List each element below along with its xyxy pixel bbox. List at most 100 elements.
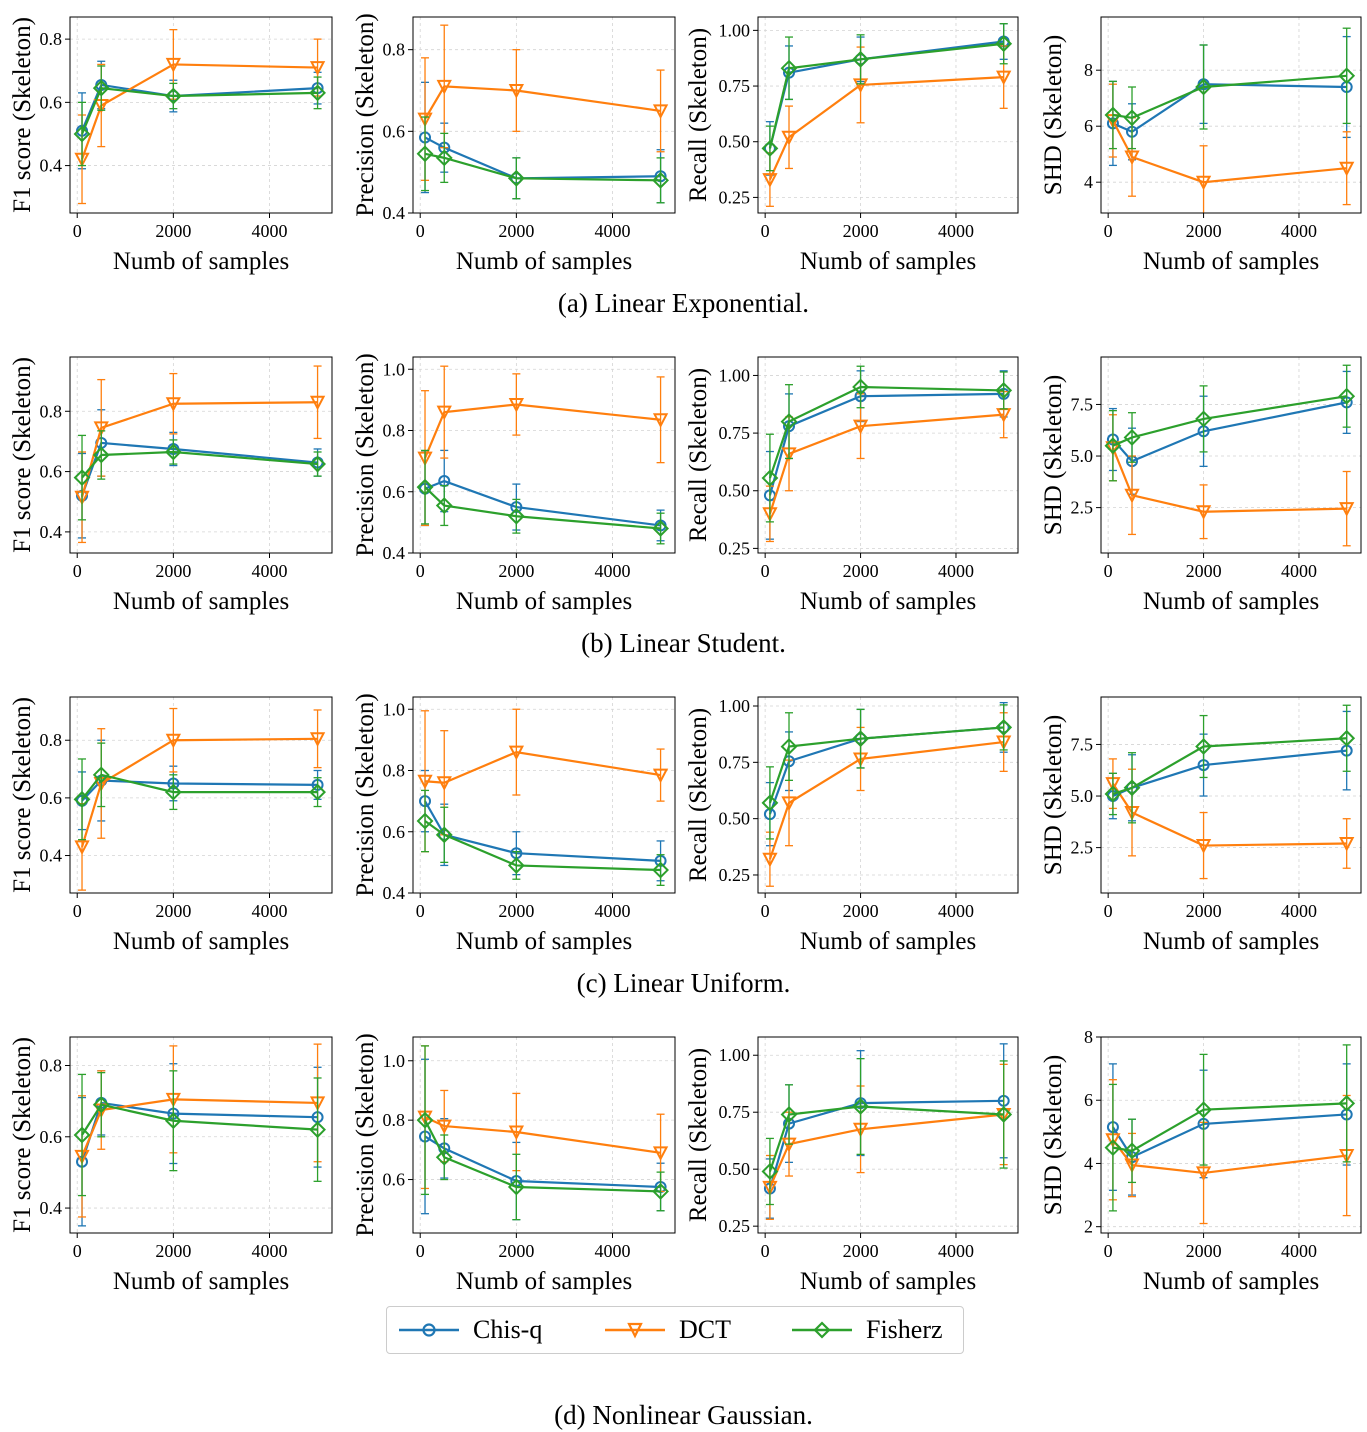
fisherz-point bbox=[1104, 437, 1122, 455]
y-axis-label: SHD (Skeleton) bbox=[1040, 35, 1067, 195]
fisherz-point bbox=[164, 87, 182, 105]
fisherz-series-line bbox=[1112, 737, 1347, 796]
y-tick-label: 1.0 bbox=[383, 359, 406, 379]
x-tick-label: 0 bbox=[1104, 561, 1113, 581]
y-tick-label: 2 bbox=[1084, 1217, 1093, 1237]
y-tick-label: 1.00 bbox=[719, 696, 751, 716]
fisherz-point bbox=[995, 718, 1013, 736]
dct-point bbox=[1124, 150, 1140, 166]
panel-data bbox=[1104, 1044, 1356, 1225]
dct-point bbox=[1339, 161, 1355, 177]
x-axis-label: Numb of samples bbox=[1143, 1268, 1319, 1295]
plot-frame bbox=[757, 1036, 1019, 1234]
x-tick-label: 0 bbox=[73, 1241, 82, 1261]
chis-q-series-line bbox=[1112, 749, 1347, 798]
dct-series-line bbox=[768, 740, 1004, 860]
fisherz-point bbox=[652, 861, 669, 879]
dct-point bbox=[762, 852, 778, 868]
y-tick-label: 0.6 bbox=[383, 822, 406, 842]
fisherz-point bbox=[309, 455, 326, 473]
x-axis-label: Numb of samples bbox=[113, 588, 289, 615]
legend-label: Fisherz bbox=[866, 1315, 943, 1344]
fisherz-point bbox=[507, 507, 525, 525]
y-tick-label: 7.5 bbox=[1071, 734, 1094, 754]
fisherz-point bbox=[435, 826, 453, 844]
fisherz-point bbox=[1123, 109, 1141, 127]
x-tick-label: 4000 bbox=[252, 561, 288, 581]
plot-frame bbox=[757, 696, 1019, 894]
x-tick-label: 2000 bbox=[155, 901, 191, 921]
dct-point bbox=[781, 796, 797, 812]
dct-point bbox=[417, 112, 433, 128]
chart-panel-2-2: 0 2000 4000 0.25 0.50 0.75 1.00 Numb of samples… bbox=[685, 696, 1019, 955]
fisherz-point bbox=[164, 1112, 182, 1130]
y-tick-label: 0.4 bbox=[40, 1198, 63, 1218]
x-tick-label: 0 bbox=[416, 221, 425, 241]
y-axis-label: F1 score (Skeleton) bbox=[9, 357, 36, 553]
y-tick-label: 7.5 bbox=[1071, 394, 1094, 414]
y-axis-label: SHD (Skeleton) bbox=[1040, 715, 1067, 875]
y-tick-label: 0.6 bbox=[40, 92, 63, 112]
x-axis-label: Numb of samples bbox=[800, 928, 976, 955]
chart-panel-2-1: 0 2000 4000 0.4 0.6 0.8 1.0 Numb of samples Prec… bbox=[352, 693, 676, 955]
dct-point bbox=[165, 397, 182, 412]
y-tick-label: 0.75 bbox=[719, 76, 751, 96]
chart-panel-1-3: 0 2000 4000 2.5 5.0 7.5 Numb of samples SHD (Sk… bbox=[1040, 356, 1362, 615]
x-tick-label: 0 bbox=[1104, 901, 1113, 921]
x-axis-label: Numb of samples bbox=[800, 248, 976, 275]
x-tick-label: 0 bbox=[73, 561, 82, 581]
x-tick-label: 4000 bbox=[1281, 561, 1317, 581]
fisherz-point bbox=[92, 446, 110, 464]
x-tick-label: 4000 bbox=[595, 221, 631, 241]
chart-panel-3-3: 0 2000 4000 2 4 6 8 Numb of samples SHD (Skeleto… bbox=[1040, 1027, 1362, 1295]
dct-point bbox=[93, 421, 109, 437]
fisherz-point bbox=[995, 382, 1013, 399]
plot-frame bbox=[412, 356, 676, 554]
x-tick-label: 4000 bbox=[1281, 1241, 1317, 1261]
dct-point bbox=[652, 104, 669, 120]
dct-series-line bbox=[424, 1116, 661, 1154]
dct-point bbox=[417, 774, 433, 790]
chart-panel-1-0: 0 2000 4000 0.4 0.6 0.8 Numb of samples F1 scor… bbox=[9, 356, 333, 615]
plot-frame bbox=[69, 16, 333, 214]
legend: Chis-q DCT Fisherz bbox=[386, 1306, 964, 1354]
y-tick-label: 0.50 bbox=[719, 1159, 751, 1179]
x-tick-label: 4000 bbox=[595, 561, 631, 581]
panel-data bbox=[73, 28, 326, 205]
chart-panel-2-0: 0 2000 4000 0.4 0.6 0.8 Numb of samples F1 scor… bbox=[9, 696, 333, 955]
x-axis-label: Numb of samples bbox=[456, 248, 632, 275]
dct-point bbox=[508, 745, 525, 761]
dct-series-line bbox=[80, 737, 318, 848]
fisherz-point bbox=[416, 812, 434, 830]
fisherz-point bbox=[92, 1096, 110, 1114]
x-tick-label: 4000 bbox=[938, 221, 974, 241]
fisherz-point bbox=[1104, 785, 1122, 803]
y-tick-label: 2.5 bbox=[1071, 498, 1094, 518]
x-axis-label: Numb of samples bbox=[1143, 248, 1319, 275]
legend-label: Chis-q bbox=[473, 1315, 543, 1344]
x-tick-label: 0 bbox=[73, 901, 82, 921]
y-tick-label: 1.00 bbox=[719, 365, 751, 385]
x-axis-label: Numb of samples bbox=[113, 1268, 289, 1295]
chart-panel-0-0: 0 2000 4000 0.4 0.6 0.8 Numb of samples F1 scor… bbox=[9, 16, 333, 275]
y-tick-label: 0.25 bbox=[719, 538, 751, 558]
dct-series-line bbox=[1112, 1139, 1347, 1175]
dct-series-line bbox=[768, 76, 1004, 181]
fisherz-point bbox=[1123, 429, 1141, 446]
dct-series-line bbox=[1111, 447, 1347, 513]
y-axis-label: F1 score (Skeleton) bbox=[9, 17, 36, 213]
y-tick-label: 0.75 bbox=[719, 1102, 751, 1122]
dct-point bbox=[1124, 488, 1140, 504]
y-axis-label: Recall (Skeleton) bbox=[685, 1048, 712, 1222]
dct-point bbox=[652, 1146, 669, 1161]
x-tick-label: 4000 bbox=[938, 901, 974, 921]
panel-data bbox=[761, 1043, 1013, 1220]
x-axis-label: Numb of samples bbox=[1143, 588, 1319, 615]
fisherz-point bbox=[780, 738, 798, 755]
dct-point bbox=[436, 1119, 452, 1135]
chart-panel-0-2: 0 2000 4000 0.25 0.50 0.75 1.00 Numb of samples… bbox=[685, 16, 1019, 275]
y-tick-label: 4 bbox=[1084, 1153, 1093, 1173]
y-tick-label: 0.75 bbox=[719, 423, 751, 443]
x-tick-label: 2000 bbox=[498, 901, 534, 921]
